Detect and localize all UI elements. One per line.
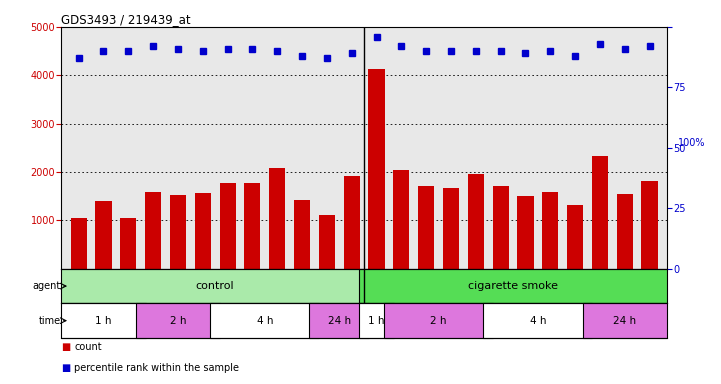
- Text: GDS3493 / 219439_at: GDS3493 / 219439_at: [61, 13, 191, 26]
- Text: time: time: [39, 316, 61, 326]
- Bar: [211, 303, 319, 338]
- Bar: [384, 303, 493, 338]
- Bar: [393, 170, 410, 269]
- Bar: [542, 192, 558, 269]
- Bar: [309, 303, 369, 338]
- Text: 4 h: 4 h: [257, 316, 273, 326]
- Bar: [145, 192, 162, 269]
- Bar: [418, 185, 434, 269]
- Bar: [567, 205, 583, 269]
- Bar: [244, 183, 260, 269]
- Bar: [359, 269, 667, 303]
- Text: 24 h: 24 h: [613, 316, 637, 326]
- Bar: [518, 196, 534, 269]
- Text: ■: ■: [61, 363, 71, 373]
- Bar: [344, 176, 360, 269]
- Bar: [269, 168, 286, 269]
- Text: ■: ■: [61, 342, 71, 352]
- Text: 2 h: 2 h: [430, 316, 447, 326]
- Text: 1 h: 1 h: [95, 316, 112, 326]
- Bar: [219, 183, 236, 269]
- Text: 1 h: 1 h: [368, 316, 385, 326]
- Bar: [368, 70, 384, 269]
- Bar: [483, 303, 593, 338]
- Text: 2 h: 2 h: [169, 316, 186, 326]
- Bar: [61, 303, 146, 338]
- Text: percentile rank within the sample: percentile rank within the sample: [74, 363, 239, 373]
- Bar: [583, 303, 667, 338]
- Text: 24 h: 24 h: [328, 316, 351, 326]
- Bar: [468, 174, 484, 269]
- Bar: [616, 194, 633, 269]
- Bar: [443, 189, 459, 269]
- Text: agent: agent: [32, 281, 61, 291]
- Text: control: control: [196, 281, 234, 291]
- Text: cigarette smoke: cigarette smoke: [468, 281, 558, 291]
- Bar: [294, 200, 310, 269]
- Bar: [95, 201, 112, 269]
- Bar: [319, 215, 335, 269]
- Bar: [170, 195, 186, 269]
- Bar: [136, 303, 220, 338]
- Text: 4 h: 4 h: [530, 316, 546, 326]
- Bar: [120, 218, 136, 269]
- Bar: [195, 193, 211, 269]
- Text: count: count: [74, 342, 102, 352]
- Bar: [71, 218, 87, 269]
- Bar: [359, 303, 394, 338]
- Bar: [61, 269, 369, 303]
- Y-axis label: 100%: 100%: [678, 138, 705, 148]
- Bar: [592, 156, 608, 269]
- Bar: [492, 185, 509, 269]
- Bar: [642, 181, 658, 269]
